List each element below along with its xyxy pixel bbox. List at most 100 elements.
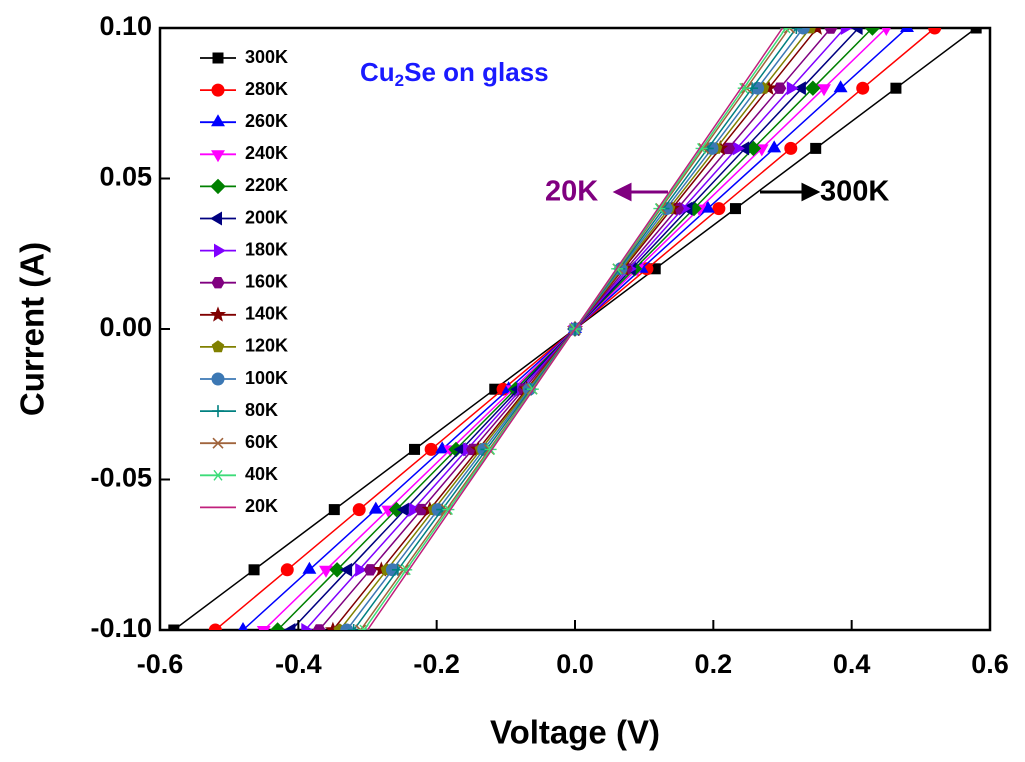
legend-marker <box>211 372 225 386</box>
marker <box>238 622 248 630</box>
legend-label: 280K <box>245 79 288 99</box>
marker <box>864 28 881 36</box>
x-tick-label: 0.6 <box>971 649 1009 679</box>
marker <box>484 443 497 455</box>
series-layer <box>168 28 982 630</box>
marker <box>256 626 271 630</box>
marker <box>301 623 314 630</box>
marker <box>796 28 810 35</box>
y-tick-label: 0.10 <box>99 11 152 41</box>
arrow <box>612 182 668 202</box>
x-axis-label: Voltage (V) <box>490 714 660 751</box>
legend-label: 300K <box>245 47 288 67</box>
legend-label: 140K <box>245 304 288 324</box>
marker <box>970 28 982 34</box>
legend-marker <box>212 469 224 481</box>
marker <box>248 564 260 576</box>
marker <box>208 623 222 630</box>
marker <box>283 623 296 630</box>
series-line <box>366 28 784 630</box>
marker <box>363 564 377 576</box>
legend-label: 120K <box>245 336 288 356</box>
x-tick-label: 0.2 <box>695 649 733 679</box>
marker <box>355 562 368 577</box>
marker <box>302 561 317 574</box>
marker <box>347 624 360 630</box>
marker <box>358 624 371 630</box>
marker <box>881 28 891 37</box>
marker <box>810 142 822 154</box>
marker <box>793 81 806 96</box>
marker <box>340 562 353 577</box>
legend-label: 80K <box>245 400 278 420</box>
x-tick-label: -0.4 <box>275 649 322 679</box>
x-tick-label: -0.6 <box>137 649 184 679</box>
y-tick-label: -0.05 <box>90 463 152 493</box>
legend-marker <box>210 211 222 226</box>
marker <box>340 623 354 630</box>
marker <box>779 28 792 34</box>
marker <box>312 624 326 630</box>
marker <box>790 28 803 34</box>
marker <box>168 624 180 630</box>
marker <box>890 82 902 94</box>
legend-label: 40K <box>245 464 278 484</box>
legend-marker <box>212 437 224 449</box>
marker <box>424 442 438 456</box>
marker <box>850 28 863 35</box>
marker <box>653 203 666 215</box>
x-tick-label: -0.2 <box>413 649 460 679</box>
legend-marker <box>211 83 225 97</box>
marker <box>833 80 848 93</box>
annotation: 20K <box>545 176 598 208</box>
marker <box>729 203 741 215</box>
marker <box>767 140 782 153</box>
legend-marker <box>209 306 227 322</box>
marker <box>856 81 870 95</box>
marker <box>352 503 366 517</box>
marker <box>409 443 421 455</box>
legend-marker <box>211 277 225 289</box>
legend-marker <box>211 114 225 127</box>
legend-label: 240K <box>245 143 288 163</box>
marker <box>368 501 383 514</box>
title-part: Se on glass <box>404 57 549 87</box>
y-tick-label: 0.00 <box>99 312 152 342</box>
marker <box>695 142 708 154</box>
legend-label: 20K <box>245 496 278 516</box>
title-part: 2 <box>395 71 404 90</box>
marker <box>269 622 286 630</box>
y-axis-label: Current (A) <box>14 242 51 416</box>
marker <box>824 28 838 34</box>
marker <box>786 81 799 96</box>
marker <box>319 565 333 578</box>
legend-marker <box>211 150 225 163</box>
legend-marker <box>212 405 224 418</box>
title-part: Cu <box>360 57 395 87</box>
marker <box>329 562 345 578</box>
legend-label: 180K <box>245 239 288 259</box>
marker <box>900 28 914 32</box>
legend-marker <box>214 243 226 258</box>
marker <box>396 502 409 517</box>
y-tick-label: -0.10 <box>90 613 152 643</box>
legend-label: 220K <box>245 175 288 195</box>
marker <box>328 504 340 516</box>
marker <box>784 141 798 155</box>
marker <box>773 82 787 94</box>
legend-marker <box>211 340 225 353</box>
legend-label: 160K <box>245 271 288 291</box>
marker <box>355 624 367 630</box>
legend-label: 200K <box>245 207 288 227</box>
marker <box>400 564 413 576</box>
x-tick-label: 0.0 <box>556 649 594 679</box>
arrow <box>760 182 821 202</box>
legend-marker <box>212 52 224 64</box>
legend-marker <box>210 178 226 195</box>
legend-label: 60K <box>245 432 278 452</box>
marker <box>712 202 726 216</box>
annotation: 300K <box>820 176 889 208</box>
x-tick-label: 0.4 <box>833 649 871 679</box>
marker <box>928 28 942 35</box>
